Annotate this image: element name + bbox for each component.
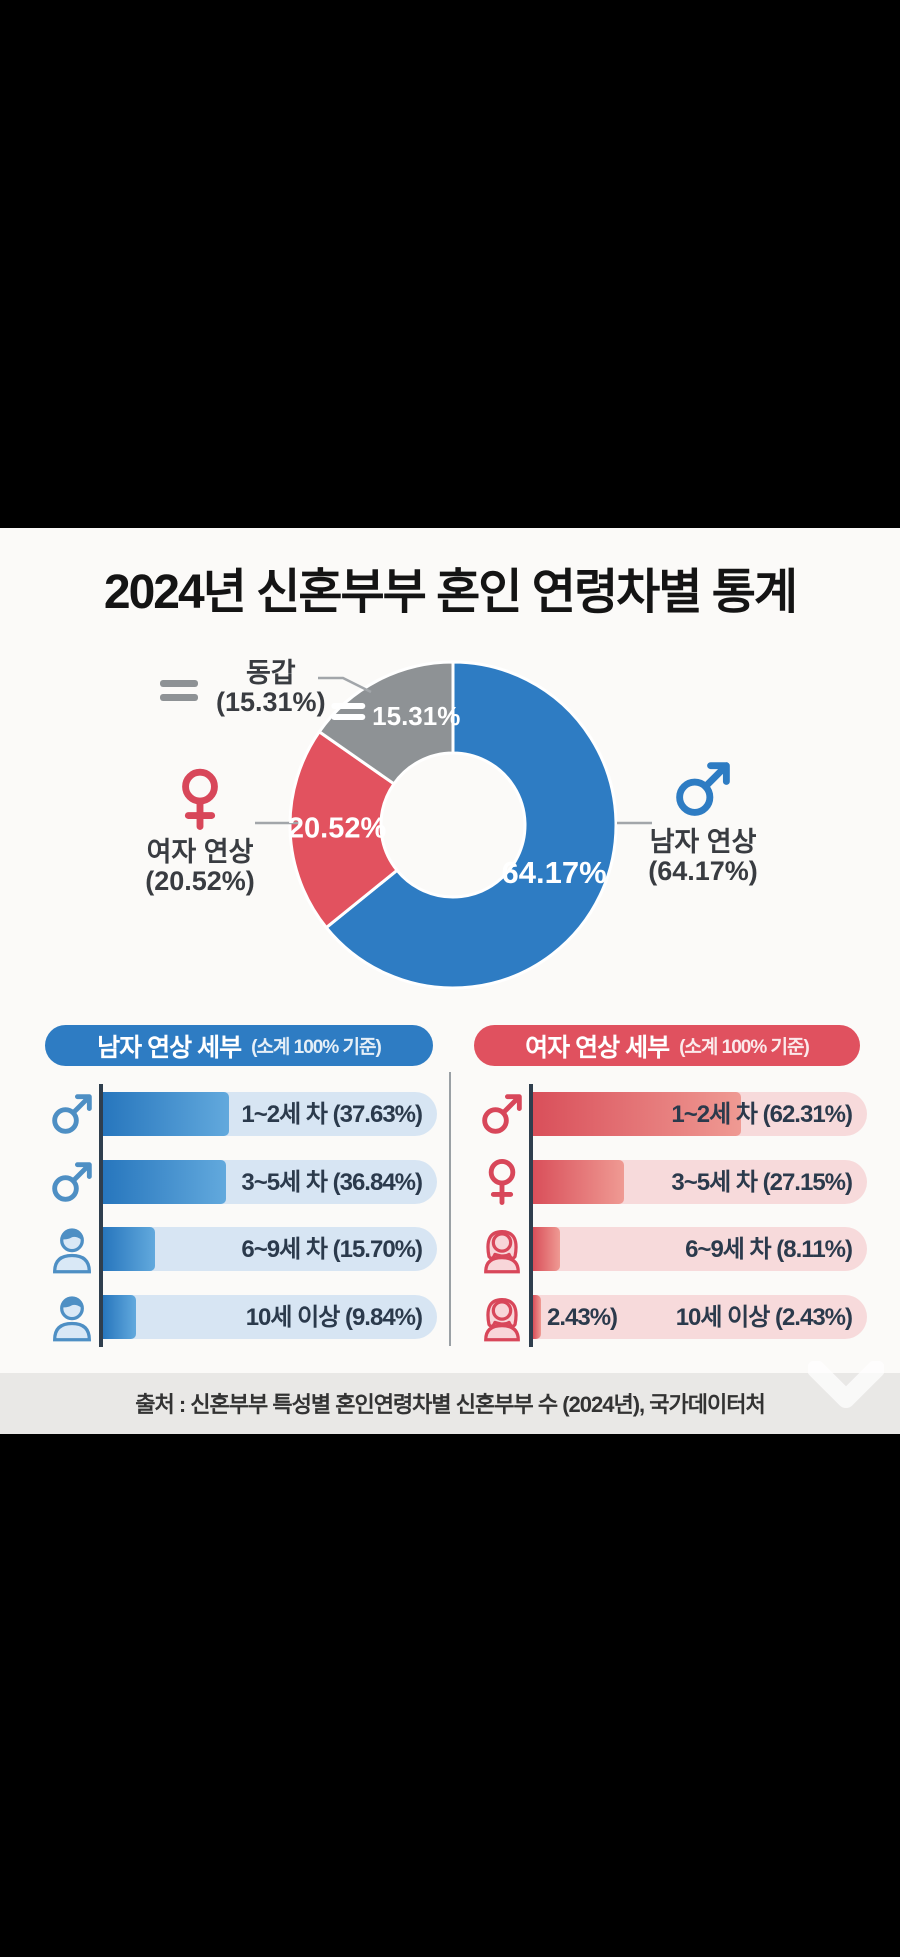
bar-stray-label: 2.43%) [547, 1304, 618, 1331]
bar-fill [103, 1227, 156, 1271]
legend-name: 여자 연상 [146, 837, 254, 867]
letterbox-top [0, 0, 900, 528]
source-text: 출처 : 신혼부부 특성별 혼인연령차별 신혼부부 수 (2024년), 국가데… [135, 1392, 765, 1417]
donut-slice-label-male: 64.17% [502, 855, 607, 891]
bar-row: 1~2세 차 (62.31%) [533, 1092, 867, 1136]
bar-fill [533, 1160, 624, 1204]
panel-subtitle: (소계 100% 기준) [251, 1037, 382, 1058]
bar-fill [533, 1227, 561, 1271]
panel-title: 여자 연상 세부 [525, 1033, 670, 1062]
page-title: 2024년 신혼부부 혼인 연령차별 통계 [103, 566, 798, 619]
donut-slice-label-equal: 15.31% [330, 698, 461, 732]
bar-row: 6~9세 차 (15.70%) [103, 1227, 437, 1271]
bar-label: 10세 이상 (2.43%) [675, 1304, 853, 1331]
bar-row: 10세 이상 (9.84%) [103, 1295, 437, 1339]
donut-slice-label-female: 20.52% [288, 813, 386, 846]
bar-row: 1~2세 차 (37.63%) [103, 1092, 437, 1136]
bar-fill [103, 1295, 136, 1339]
panel-title: 남자 연상 세부 [97, 1033, 242, 1062]
bar-label: 1~2세 차 (37.63%) [241, 1101, 423, 1128]
male-symbol-icon [618, 756, 788, 822]
bar-label: 6~9세 차 (8.11%) [685, 1236, 853, 1263]
bar-label: 3~5세 차 (27.15%) [671, 1169, 853, 1196]
legend-pct: (20.52%) [145, 866, 255, 896]
legend-name: 동갑 [245, 658, 296, 688]
bar-label: 6~9세 차 (15.70%) [241, 1236, 423, 1263]
letterbox-bottom [0, 1434, 900, 1957]
equals-icon [330, 698, 365, 725]
woman-icon [476, 1291, 528, 1343]
bar-label: 3~5세 차 (36.84%) [241, 1169, 423, 1196]
footer-band: 출처 : 신혼부부 특성별 혼인연령차별 신혼부부 수 (2024년), 국가데… [0, 1361, 900, 1434]
bar-axis-left [99, 1084, 103, 1347]
legend-pct: (64.17%) [648, 856, 758, 886]
panel-header-male-detail: 남자 연상 세부 (소계 100% 기준) [45, 1025, 433, 1066]
bar-row: 2.43%) 10세 이상 (2.43%) [533, 1295, 867, 1339]
panel-subtitle: (소계 100% 기준) [679, 1037, 810, 1058]
bar-label: 10세 이상 (9.84%) [245, 1304, 423, 1331]
equals-icon [160, 673, 198, 708]
female-symbol-icon [476, 1156, 528, 1208]
bar-row: 3~5세 차 (36.84%) [103, 1160, 437, 1204]
donut-slice-value: 20.52% [287, 812, 387, 845]
woman-icon [476, 1223, 528, 1275]
bar-fill [103, 1160, 227, 1204]
bar-axis-right [529, 1084, 533, 1347]
donut-chart [288, 660, 618, 990]
legend-female: 여자 연상 (20.52%) [115, 766, 285, 896]
donut-slice-value: 15.31% [372, 701, 461, 732]
bar-row: 3~5세 차 (27.15%) [533, 1160, 867, 1204]
male-symbol-icon [476, 1088, 528, 1140]
male-symbol-icon [46, 1088, 98, 1140]
bar-fill [533, 1092, 742, 1136]
infographic-canvas: 2024년 신혼부부 혼인 연령차별 통계 64.17% 20.52% 15.3… [0, 528, 900, 1373]
chevron-down-icon [808, 1361, 884, 1408]
legend-pct: (15.31%) [216, 687, 326, 717]
legend-male: 남자 연상 (64.17%) [618, 756, 788, 886]
person-icon [46, 1291, 98, 1343]
donut-slice-value: 64.17% [501, 855, 607, 891]
bar-fill [103, 1092, 229, 1136]
bar-fill [533, 1295, 542, 1339]
legend-equal: 동갑 (15.31%) [160, 659, 326, 717]
bar-label: 1~2세 차 (62.31%) [671, 1101, 853, 1128]
person-icon [46, 1223, 98, 1275]
bar-row: 6~9세 차 (8.11%) [533, 1227, 867, 1271]
legend-name: 남자 연상 [649, 827, 757, 857]
panel-header-female-detail: 여자 연상 세부 (소계 100% 기준) [474, 1025, 860, 1066]
male-symbol-icon [46, 1156, 98, 1208]
panel-divider [449, 1072, 451, 1346]
female-symbol-icon [115, 766, 285, 832]
